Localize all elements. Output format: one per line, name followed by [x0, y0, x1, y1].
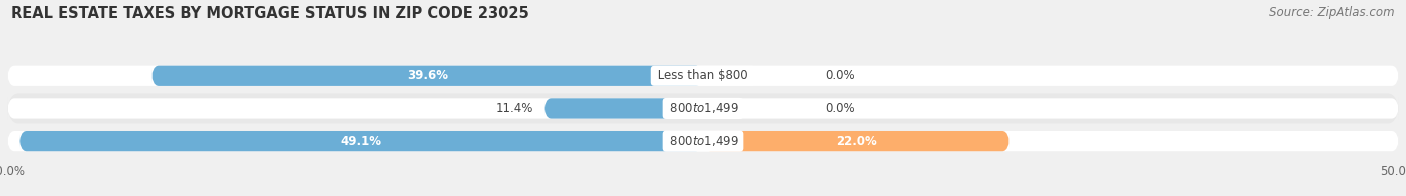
- FancyBboxPatch shape: [20, 131, 703, 151]
- Text: 22.0%: 22.0%: [835, 135, 876, 148]
- FancyBboxPatch shape: [152, 66, 703, 86]
- FancyBboxPatch shape: [703, 131, 1010, 151]
- Text: $800 to $1,499: $800 to $1,499: [666, 134, 740, 148]
- Text: 39.6%: 39.6%: [406, 69, 449, 82]
- Text: Source: ZipAtlas.com: Source: ZipAtlas.com: [1270, 6, 1395, 19]
- Text: REAL ESTATE TAXES BY MORTGAGE STATUS IN ZIP CODE 23025: REAL ESTATE TAXES BY MORTGAGE STATUS IN …: [11, 6, 529, 21]
- FancyBboxPatch shape: [7, 66, 1399, 86]
- FancyBboxPatch shape: [7, 98, 1399, 119]
- Text: $800 to $1,499: $800 to $1,499: [666, 102, 740, 115]
- FancyBboxPatch shape: [7, 61, 1399, 91]
- FancyBboxPatch shape: [544, 98, 703, 119]
- Text: 49.1%: 49.1%: [340, 135, 382, 148]
- FancyBboxPatch shape: [7, 126, 1399, 156]
- Text: Less than $800: Less than $800: [654, 69, 752, 82]
- FancyBboxPatch shape: [7, 93, 1399, 123]
- Text: 0.0%: 0.0%: [825, 102, 855, 115]
- Text: 11.4%: 11.4%: [496, 102, 533, 115]
- Text: 0.0%: 0.0%: [825, 69, 855, 82]
- FancyBboxPatch shape: [7, 131, 1399, 151]
